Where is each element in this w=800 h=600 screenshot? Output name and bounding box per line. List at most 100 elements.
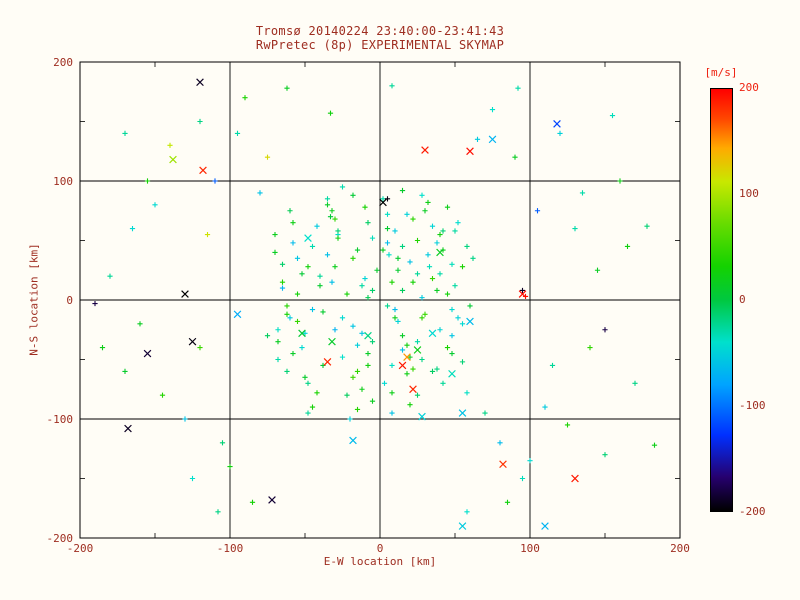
scatter-point-plus	[419, 295, 425, 301]
scatter-point-plus	[314, 223, 320, 229]
scatter-point-plus	[399, 333, 406, 339]
scatter-point-plus	[182, 416, 188, 422]
scatter-point-plus	[464, 509, 470, 515]
scatter-point-plus	[329, 279, 335, 285]
scatter-point-plus	[314, 390, 320, 396]
scatter-point-plus	[284, 85, 290, 91]
scatter-point-plus	[542, 404, 548, 410]
scatter-point-plus	[354, 368, 361, 374]
scatter-point-plus	[464, 390, 470, 396]
scatter-point-plus	[414, 237, 421, 244]
scatter-point-plus	[449, 333, 455, 339]
scatter-point-plus	[227, 464, 233, 470]
scatter-point-x	[458, 409, 467, 417]
scatter-point-plus	[437, 327, 443, 333]
scatter-point-plus	[264, 333, 271, 339]
scatter-point-plus	[242, 95, 248, 101]
y-axis-label: N-S location [km]	[27, 243, 41, 356]
scatter-point-plus	[449, 306, 455, 313]
scatter-point-plus	[249, 499, 256, 505]
scatter-point-x	[364, 331, 372, 340]
scatter-point-plus	[279, 285, 286, 291]
scatter-point-plus	[159, 392, 166, 398]
scatter-point-plus	[467, 303, 473, 309]
scatter-point-plus	[320, 309, 326, 315]
scatter-point-plus	[410, 366, 416, 372]
scatter-point-plus	[389, 390, 395, 396]
x-tick-label: 100	[520, 542, 540, 555]
scatter-point-x	[518, 290, 527, 298]
scatter-point-x	[328, 337, 336, 346]
scatter-point-x	[409, 385, 417, 394]
scatter-point-plus	[410, 279, 416, 285]
scatter-point-plus	[404, 342, 410, 348]
y-tick-label: 0	[66, 294, 73, 307]
scatter-point-plus	[527, 458, 533, 464]
scatter-point-plus	[290, 240, 296, 246]
scatter-point-plus	[215, 509, 221, 515]
scatter-point-x	[323, 358, 332, 366]
scatter-point-plus	[332, 264, 338, 270]
scatter-point-plus	[284, 368, 290, 374]
plot-frame	[79, 61, 681, 539]
scatter-point-plus	[365, 362, 371, 369]
scatter-point-x	[541, 522, 549, 530]
scatter-point-plus	[324, 196, 331, 202]
scatter-point-plus	[452, 283, 458, 289]
scatter-point-plus	[414, 339, 421, 345]
scatter-point-x	[571, 474, 579, 483]
scatter-point-plus	[327, 110, 334, 116]
scatter-point-plus	[365, 350, 371, 357]
scatter-point-plus	[305, 264, 311, 270]
colorbar-unit-label: [m/s]	[704, 66, 738, 79]
scatter-point-plus	[272, 249, 278, 255]
scatter-point-plus	[444, 291, 451, 297]
scatter-point-plus	[339, 354, 346, 360]
scatter-point-plus	[359, 386, 365, 392]
scatter-point-plus	[455, 315, 461, 321]
scatter-point-plus	[284, 311, 290, 317]
scatter-point-plus	[455, 220, 461, 226]
scatter-point-plus	[444, 204, 451, 210]
scatter-point-plus	[167, 142, 173, 148]
scatter-point-plus	[404, 211, 410, 217]
scatter-point-plus	[144, 178, 151, 184]
scatter-point-plus	[389, 83, 395, 89]
scatter-point-plus	[437, 231, 443, 238]
scatter-point-plus	[434, 287, 440, 294]
scatter-point-plus	[189, 475, 196, 482]
scatter-point-plus	[534, 208, 541, 214]
scatter-point-plus	[384, 211, 391, 217]
scatter-point-plus	[344, 392, 350, 398]
scatter-point-plus	[339, 315, 346, 321]
scatter-point-plus	[197, 345, 203, 351]
scatter-point-plus	[407, 259, 413, 265]
scatter-point-plus	[444, 345, 451, 351]
scatter-point-plus	[332, 327, 338, 333]
scatter-point-plus	[380, 196, 386, 202]
scatter-point-plus	[290, 220, 296, 226]
scatter-point-plus	[369, 287, 376, 294]
scatter-point-plus	[624, 243, 631, 250]
scatter-point-plus	[395, 255, 401, 261]
scatter-point-x	[233, 310, 242, 319]
scatter-point-plus	[425, 199, 431, 206]
scatter-point-plus	[392, 306, 398, 313]
scatter-point-plus	[419, 192, 425, 198]
scatter-point-plus	[564, 422, 571, 428]
scatter-point-plus	[204, 231, 211, 238]
scatter-point-plus	[327, 214, 334, 220]
scatter-point-plus	[347, 416, 353, 422]
scatter-point-plus	[392, 315, 398, 321]
scatter-point-plus	[399, 347, 406, 353]
scatter-point-x	[458, 522, 467, 530]
scatter-point-plus	[422, 208, 428, 214]
scatter-point-plus	[350, 192, 356, 198]
scatter-point-plus	[317, 283, 323, 289]
scatter-point-plus	[197, 118, 203, 125]
scatter-point-plus	[324, 252, 331, 258]
scatter-point-plus	[434, 240, 440, 246]
scatter-point-x	[143, 349, 152, 358]
scatter-point-plus	[617, 178, 623, 184]
